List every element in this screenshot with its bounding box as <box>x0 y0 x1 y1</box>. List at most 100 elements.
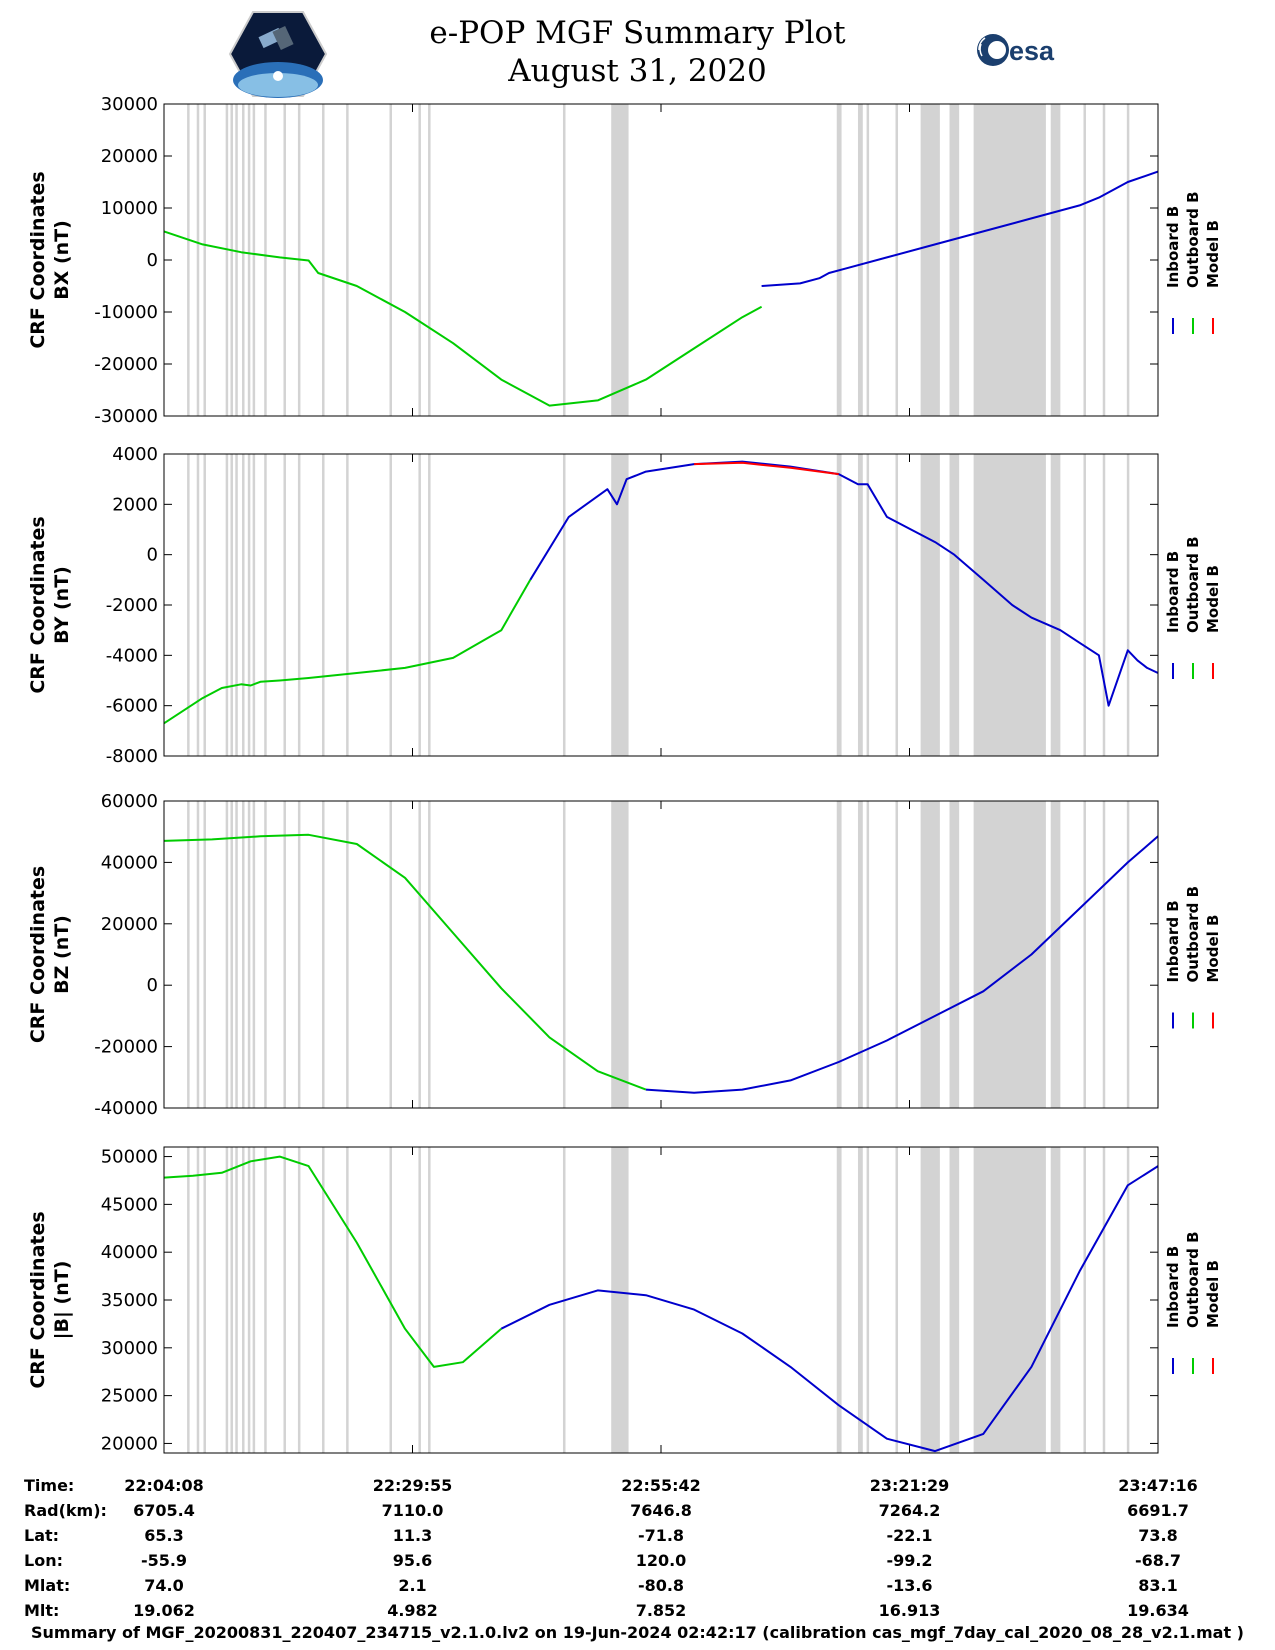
title-line-1: e-POP MGF Summary Plot <box>429 15 846 51</box>
y-axis-label-line-2: |B| (nT) <box>51 1261 73 1340</box>
info-row: Lat: 65.3 11.3 -71.8 -22.1 73.8 <box>0 1526 1275 1550</box>
chart-panel-2: 4000 2000 0 -2000 -4000 -6000 -8000 CRF Coordin… <box>27 444 1222 767</box>
data-gap-band <box>857 454 863 756</box>
data-gap-band <box>973 104 1046 416</box>
data-gap-band <box>1083 1147 1086 1453</box>
info-row: Time: 22:04:08 22:29:55 22:55:42 23:21:29 23:… <box>0 1476 1275 1500</box>
legend-label: Outboard B <box>1184 1231 1202 1328</box>
y-tick-label: -10000 <box>94 302 158 323</box>
data-gap-band <box>866 801 870 1108</box>
data-gap-band <box>1050 454 1061 756</box>
series-line-inboard-b <box>500 1165 1159 1453</box>
data-gap-band <box>973 1147 1046 1453</box>
data-gap-band <box>187 104 190 416</box>
data-gap-band <box>225 454 229 756</box>
data-gap-band <box>836 454 842 756</box>
y-axis-label-line-1: CRF Coordinates <box>27 1211 49 1388</box>
y-tick-label: 60000 <box>101 791 158 812</box>
info-value: 2.1 <box>398 1576 427 1595</box>
y-tick-label: 25000 <box>101 1386 158 1407</box>
y-tick-label: 4000 <box>112 444 158 465</box>
data-gap-band <box>203 1147 206 1453</box>
data-gap-band <box>611 801 629 1108</box>
data-gap-band <box>866 104 870 416</box>
data-gap-band <box>857 104 863 416</box>
y-axis-label-line-2: BZ (nT) <box>51 915 73 994</box>
data-gap-band <box>297 801 301 1108</box>
y-tick-label: 0 <box>147 975 158 996</box>
data-gap-band <box>949 454 960 756</box>
data-gap-band <box>230 104 233 416</box>
info-value: -55.9 <box>140 1551 188 1570</box>
data-gap-band <box>247 801 251 1108</box>
chart-panel-4: 50000 45000 40000 35000 30000 25000 20000 CRF C… <box>27 1146 1222 1454</box>
data-gap-band <box>196 801 200 1108</box>
data-gap-band <box>196 454 200 756</box>
data-gap-band <box>1083 104 1086 416</box>
data-gap-band <box>346 1147 349 1453</box>
data-gap-band <box>203 104 206 416</box>
data-gap-band <box>920 454 940 756</box>
data-gap-band <box>203 801 206 1108</box>
info-value: -22.1 <box>886 1526 933 1545</box>
data-gap-band <box>949 1147 960 1453</box>
series-line-inboard-b <box>529 460 1159 707</box>
data-gap-band <box>389 104 393 416</box>
y-axis-label-line-1: CRF Coordinates <box>27 171 49 348</box>
data-gap-band <box>836 801 842 1108</box>
data-gap-band <box>949 104 960 416</box>
series-line-outboard-b <box>163 833 647 1091</box>
data-gap-band <box>562 104 566 416</box>
data-gap-band <box>866 454 870 756</box>
data-gap-band <box>252 1147 256 1453</box>
data-gap-band <box>322 801 325 1108</box>
legend-label: Inboard B <box>1164 551 1182 633</box>
series-line-outboard-b <box>163 1155 502 1368</box>
data-gap-band <box>187 1147 190 1453</box>
data-gap-band <box>1050 801 1061 1108</box>
data-gap-band <box>1102 1147 1106 1453</box>
y-tick-label: 20000 <box>101 146 158 167</box>
data-gap-band <box>264 454 267 756</box>
data-gap-band <box>264 104 267 416</box>
esa-logo: esa <box>977 34 1055 66</box>
data-gap-band <box>611 104 629 416</box>
info-value: 6705.4 <box>133 1501 195 1520</box>
data-gap-band <box>225 1147 229 1453</box>
data-gap-band <box>973 454 1046 756</box>
data-gap-band <box>1126 801 1130 1108</box>
info-value: 22:04:08 <box>124 1476 204 1495</box>
legend-label: Outboard B <box>1184 886 1202 983</box>
data-gap-band <box>297 454 301 756</box>
y-axis-label: CRF Coordinates BZ (nT) <box>27 866 73 1043</box>
data-gap-band <box>1126 1147 1130 1453</box>
data-gap-band <box>1102 801 1106 1108</box>
y-tick-label: 10000 <box>101 198 158 219</box>
info-value: 7110.0 <box>381 1501 444 1520</box>
data-gap-band <box>949 801 960 1108</box>
legend-label: Model B <box>1204 1260 1222 1328</box>
info-row-label: Lon: <box>24 1551 63 1570</box>
y-tick-label: 40000 <box>101 1242 158 1263</box>
data-gap-band <box>225 104 229 416</box>
info-value: 22:29:55 <box>372 1476 453 1495</box>
data-gap-band <box>242 104 245 416</box>
info-row: Lon: -55.9 95.6 120.0 -99.2 -68.7 <box>0 1551 1275 1575</box>
info-value: 23:21:29 <box>869 1476 950 1495</box>
data-gap-band <box>242 454 245 756</box>
data-gap-band <box>428 104 431 416</box>
info-value: -13.6 <box>886 1576 933 1595</box>
data-gap-band <box>322 454 325 756</box>
data-gap-band <box>1126 454 1130 756</box>
data-gap-band <box>196 1147 200 1453</box>
data-gap-band <box>187 454 190 756</box>
y-axis-label-line-2: BX (nT) <box>51 220 73 300</box>
plot-frame <box>163 453 1159 757</box>
data-gap-band <box>866 1147 870 1453</box>
info-value: -71.8 <box>637 1526 685 1545</box>
data-gap-band <box>242 801 245 1108</box>
data-gap-band <box>1083 454 1086 756</box>
y-tick-label: 30000 <box>101 94 158 115</box>
y-tick-label: -40000 <box>94 1098 158 1119</box>
data-gap-band <box>920 801 940 1108</box>
